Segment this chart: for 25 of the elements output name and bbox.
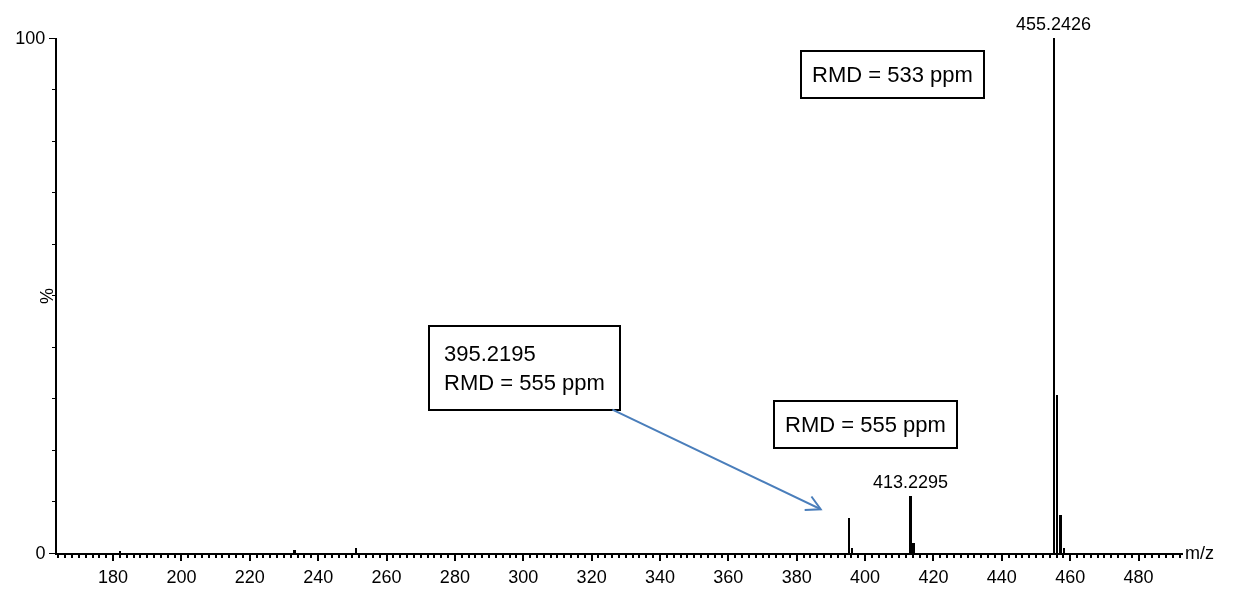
annotation: 455.2426 xyxy=(1016,14,1092,34)
x-tick-label: 240 xyxy=(303,566,334,587)
annotation: RMD = 533 ppm xyxy=(812,62,973,87)
y-axis-title: % xyxy=(36,287,57,304)
x-tick-label: 380 xyxy=(781,566,812,587)
x-tick-label: 320 xyxy=(576,566,607,587)
x-tick-label: 420 xyxy=(918,566,949,587)
x-tick-label: 260 xyxy=(371,566,402,587)
annotation: RMD = 555 ppm xyxy=(785,412,946,437)
x-tick-label: 300 xyxy=(508,566,539,587)
x-tick-label: 480 xyxy=(1123,566,1154,587)
x-tick-label: 180 xyxy=(98,566,129,587)
x-tick-label: 200 xyxy=(166,566,197,587)
x-tick-label: 460 xyxy=(1055,566,1086,587)
x-tick-label: 280 xyxy=(439,566,470,587)
x-tick-label: 360 xyxy=(713,566,744,587)
x-tick-label: 340 xyxy=(644,566,676,587)
y-tick-label: 100 xyxy=(15,28,46,49)
x-tick-label: 440 xyxy=(986,566,1017,587)
annotation: 395.2195 RMD = 555 ppm xyxy=(444,341,605,395)
annotation: 413.2295 xyxy=(873,472,949,492)
y-tick-label: 0 xyxy=(35,543,46,564)
x-axis-title: m/z xyxy=(1185,543,1214,563)
x-tick-label: 400 xyxy=(850,566,881,587)
x-tick-label: 220 xyxy=(234,566,265,587)
